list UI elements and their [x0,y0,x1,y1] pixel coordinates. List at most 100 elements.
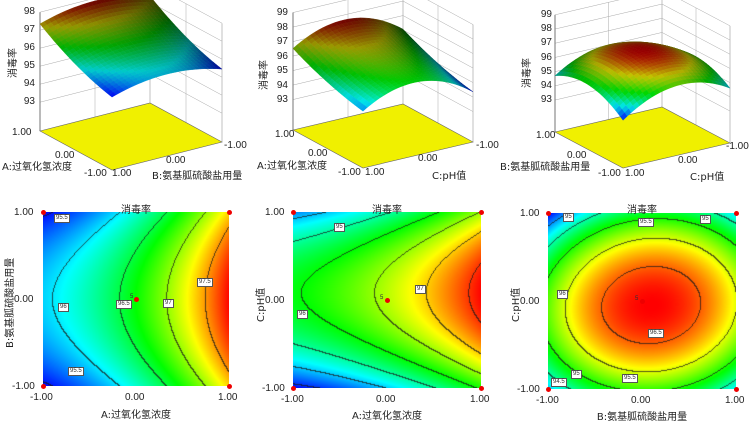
design-point [734,387,739,392]
design-point-center [640,299,645,304]
z-tick: 99 [270,8,288,18]
z-tick: 98 [17,7,35,17]
x-tick: -1.00 [30,392,53,403]
z-tick: 96 [534,53,552,63]
y-tick: -1.00 [476,140,499,151]
design-point [546,387,551,392]
contour-title: 消毒率 [372,201,402,216]
design-point [479,386,484,391]
z-tick: 98 [534,24,552,34]
z-tick: 96 [270,52,288,62]
contour-label: 95 [700,215,711,224]
contour-label: 97 [415,285,426,294]
contour-label: 96 [557,290,568,299]
x-tick: 1.00 [536,130,555,141]
x-tick: 1.00 [12,127,31,138]
z-tick: 97 [17,25,35,35]
x-axis-label: A:过氧化氢浓度 [352,407,422,422]
x-tick: 1.00 [470,394,489,405]
x-tick: -1.00 [598,168,621,179]
z-gridline [555,4,730,40]
contour-label: 96.5 [648,329,664,338]
design-point [227,384,232,389]
contour-label: 95 [563,213,574,222]
design-point [734,211,739,216]
x-axis-label: A:过氧化氢浓度 [2,158,72,173]
z-tick: 93 [534,95,552,105]
z-tick: 97 [534,38,552,48]
contour-label: 97 [163,299,174,308]
contour-label: 95.5 [54,214,70,223]
x-tick: 1.00 [725,395,744,406]
contour-label: 96 [297,310,308,319]
y-tick: 0.00 [520,296,539,307]
y-tick: -1.00 [12,381,35,392]
design-point [546,211,551,216]
z-axis-label: 消毒率 [255,60,270,90]
y-tick: -1.00 [517,384,540,395]
contour-title: 消毒率 [627,201,657,216]
z-tick: 93 [270,95,288,105]
y-axis-label: C:pH值 [507,288,522,322]
center-replicate-count: 5 [130,294,133,300]
contour-label: 95 [571,370,582,379]
z-tick: 95 [534,67,552,77]
design-point [479,210,484,215]
design-point [41,384,46,389]
center-replicate-count: 5 [635,296,638,302]
y-tick: 1.00 [14,207,33,218]
y-tick: 0.00 [14,294,33,305]
design-point [291,386,296,391]
y-tick: 0.00 [418,153,437,164]
design-point-center [385,298,390,303]
contour-label: 95.5 [622,374,638,383]
design-point-center [134,297,139,302]
x-tick: 0.00 [376,394,395,405]
design-point [291,210,296,215]
x-axis-label: B:氨基胍硫酸盐用量 [500,158,590,173]
x-tick: 1.00 [275,129,294,140]
y-axis-label: C:pH值 [690,168,724,183]
x-tick: -1.00 [536,395,559,406]
y-tick: -1.00 [262,383,285,394]
contour-label: 94.5 [551,378,567,387]
contour-title: 消毒率 [121,201,151,216]
x-tick: 1.00 [218,392,237,403]
z-tick: 98 [270,23,288,33]
z-tick: 97 [270,37,288,47]
x-tick: -1.00 [281,394,304,405]
z-axis-label: 消毒率 [518,58,533,88]
y-axis-label: B:氨基胍硫酸盐用量 [152,167,242,182]
y-tick: 0.00 [678,155,697,166]
y-tick: 1.00 [520,208,539,219]
y-tick: 0.00 [265,295,284,306]
y-tick: 0.00 [166,155,185,166]
x-tick: 0.00 [125,392,144,403]
z-tick: 95 [270,66,288,76]
contour-label: 95.5 [68,367,84,376]
contour-label: 96 [58,303,69,312]
design-point [227,210,232,215]
z-tick: 94 [534,81,552,91]
x-axis-label: A:过氧化氢浓度 [101,406,171,421]
z-tick: 95 [17,61,35,71]
y-tick: -1.00 [726,141,749,152]
contour-label: 95 [334,223,345,232]
z-gridline [555,0,730,26]
y-axis-label: B:氨基胍硫酸盐用量 [1,258,16,348]
y-tick: 1.00 [625,168,644,179]
y-axis-label: C:pH值 [432,167,466,182]
z-tick: 99 [534,10,552,20]
z-tick: 94 [17,79,35,89]
center-replicate-count: 5 [380,295,383,301]
y-tick: 1.00 [112,168,131,179]
y-tick: -1.00 [224,140,247,151]
z-tick: 93 [17,97,35,107]
contour-label: 95.5 [638,218,654,227]
y-tick: 1.00 [365,167,384,178]
y-axis-label: C:pH值 [252,288,267,322]
contour-label: 96.5 [116,300,132,309]
x-tick: 0.00 [631,395,650,406]
y-tick: 1.00 [265,207,284,218]
x-tick: -1.00 [84,168,107,179]
